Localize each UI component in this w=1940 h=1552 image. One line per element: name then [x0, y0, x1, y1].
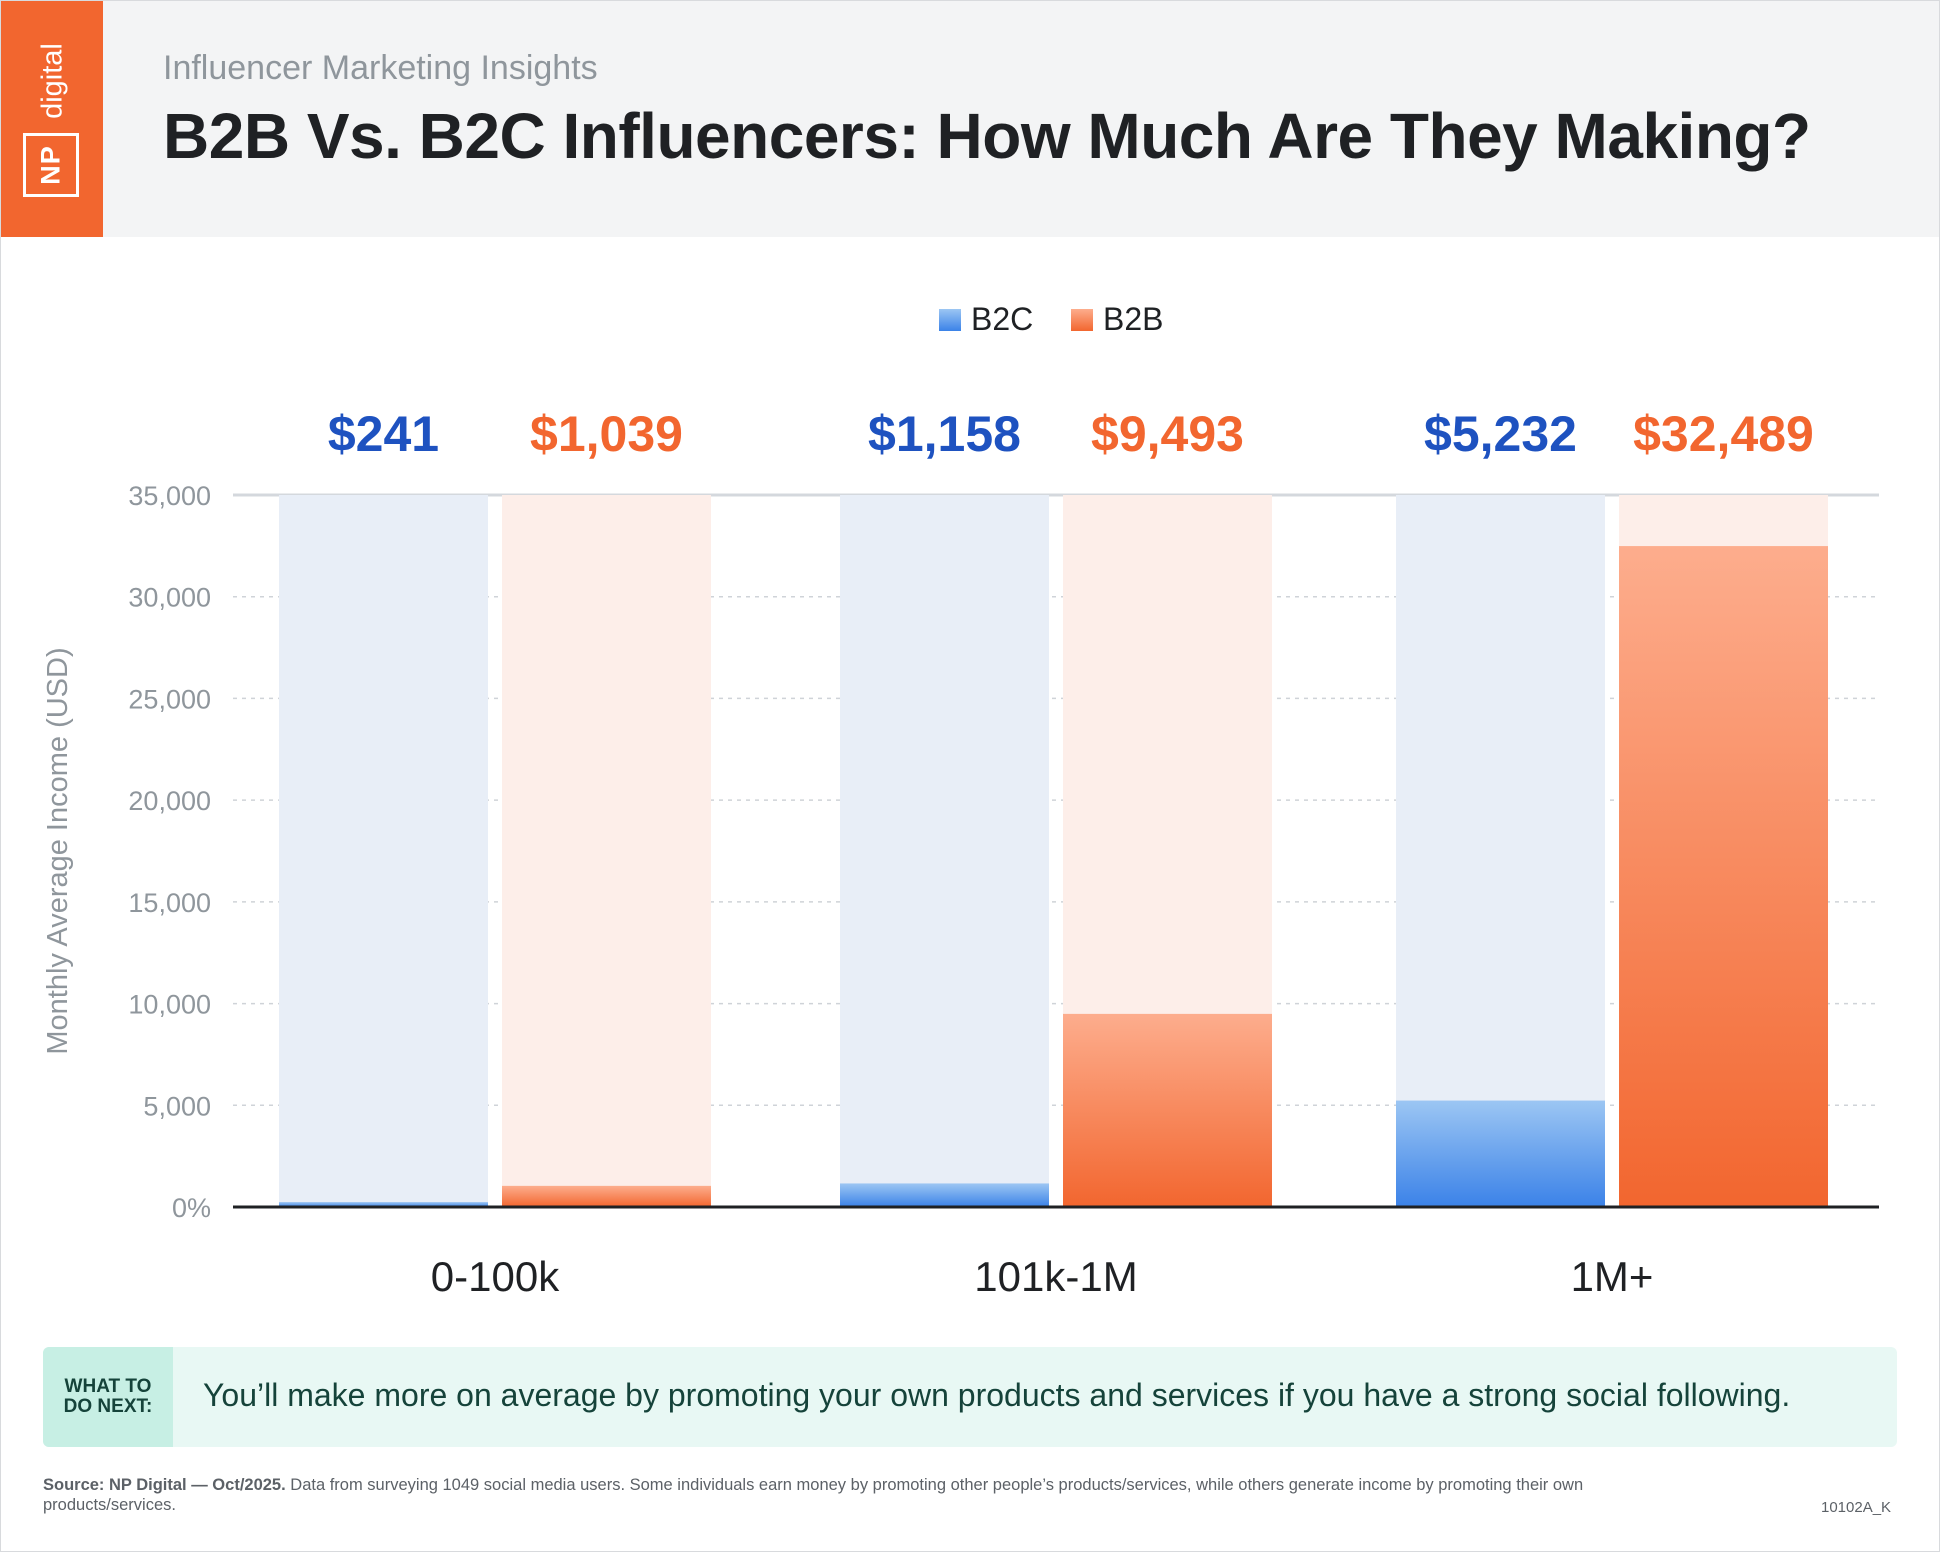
document-code: 10102A_K — [1821, 1499, 1892, 1516]
what-to-do-next-badge: WHAT TO DO NEXT: — [43, 1347, 173, 1447]
bar-track-b2b — [502, 495, 711, 1207]
page-subtitle: Influencer Marketing Insights — [163, 49, 598, 87]
badge-line-1: WHAT TO — [64, 1376, 152, 1397]
data-label-b2b: $9,493 — [1091, 406, 1244, 462]
badge-line-2: DO NEXT: — [63, 1396, 153, 1417]
data-label-b2b: $32,489 — [1633, 406, 1814, 462]
what-to-do-next-text: You’ll make more on average by promoting… — [203, 1377, 1791, 1413]
bar-b2c — [279, 1202, 488, 1207]
y-tick-label: 20,000 — [128, 786, 211, 816]
bar-b2c — [840, 1183, 1049, 1207]
data-label-b2c: $241 — [328, 406, 439, 462]
y-tick-label: 15,000 — [128, 888, 211, 918]
y-axis-title: Monthly Average Income (USD) — [42, 647, 74, 1054]
legend-swatch-b2c — [939, 309, 961, 331]
x-tick-label: 101k-1M — [974, 1253, 1137, 1300]
legend-label-b2c: B2C — [971, 301, 1033, 337]
y-tick-label: 5,000 — [143, 1091, 211, 1121]
source-note: Source: NP Digital — Oct/2025. Data from… — [43, 1475, 1683, 1515]
y-tick-label: 0% — [172, 1193, 211, 1223]
y-tick-label: 10,000 — [128, 990, 211, 1020]
y-tick-label: 30,000 — [128, 583, 211, 613]
logo-box — [23, 133, 79, 197]
bar-b2b — [1063, 1013, 1272, 1207]
bar-track-b2c — [840, 495, 1049, 1207]
source-bold: Source: NP Digital — Oct/2025. — [43, 1476, 286, 1494]
y-tick-label: 35,000 — [128, 481, 211, 511]
what-to-do-next-box: WHAT TO DO NEXT: You’ll make more on ave… — [43, 1347, 1897, 1447]
legend-label-b2b: B2B — [1103, 301, 1163, 337]
bar-b2b — [502, 1185, 711, 1207]
bar-track-b2c — [279, 495, 488, 1207]
page-title: B2B Vs. B2C Influencers: How Much Are Th… — [163, 100, 1811, 172]
y-tick-label: 25,000 — [128, 684, 211, 714]
source-text: Data from surveying 1049 social media us… — [43, 1476, 1584, 1514]
bar-chart: 0% 5,000 10,000 15,000 20,000 25,000 30,000 35,… — [42, 301, 1879, 1300]
header: NP digital Influencer Marketing Insights… — [1, 1, 1939, 237]
logo-digital-text: digital — [36, 43, 69, 119]
x-tick-label: 0-100k — [431, 1253, 560, 1300]
legend-swatch-b2b — [1071, 309, 1093, 331]
bar-track-b2c — [1396, 495, 1605, 1207]
logo-np-text: NP — [35, 145, 66, 185]
bar-b2b — [1619, 546, 1828, 1207]
data-label-b2b: $1,039 — [530, 406, 683, 462]
data-label-b2c: $5,232 — [1424, 406, 1577, 462]
bar-b2c — [1396, 1100, 1605, 1207]
np-digital-logo: NP digital — [1, 1, 103, 237]
data-label-b2c: $1,158 — [868, 406, 1021, 462]
x-tick-label: 1M+ — [1571, 1253, 1654, 1300]
